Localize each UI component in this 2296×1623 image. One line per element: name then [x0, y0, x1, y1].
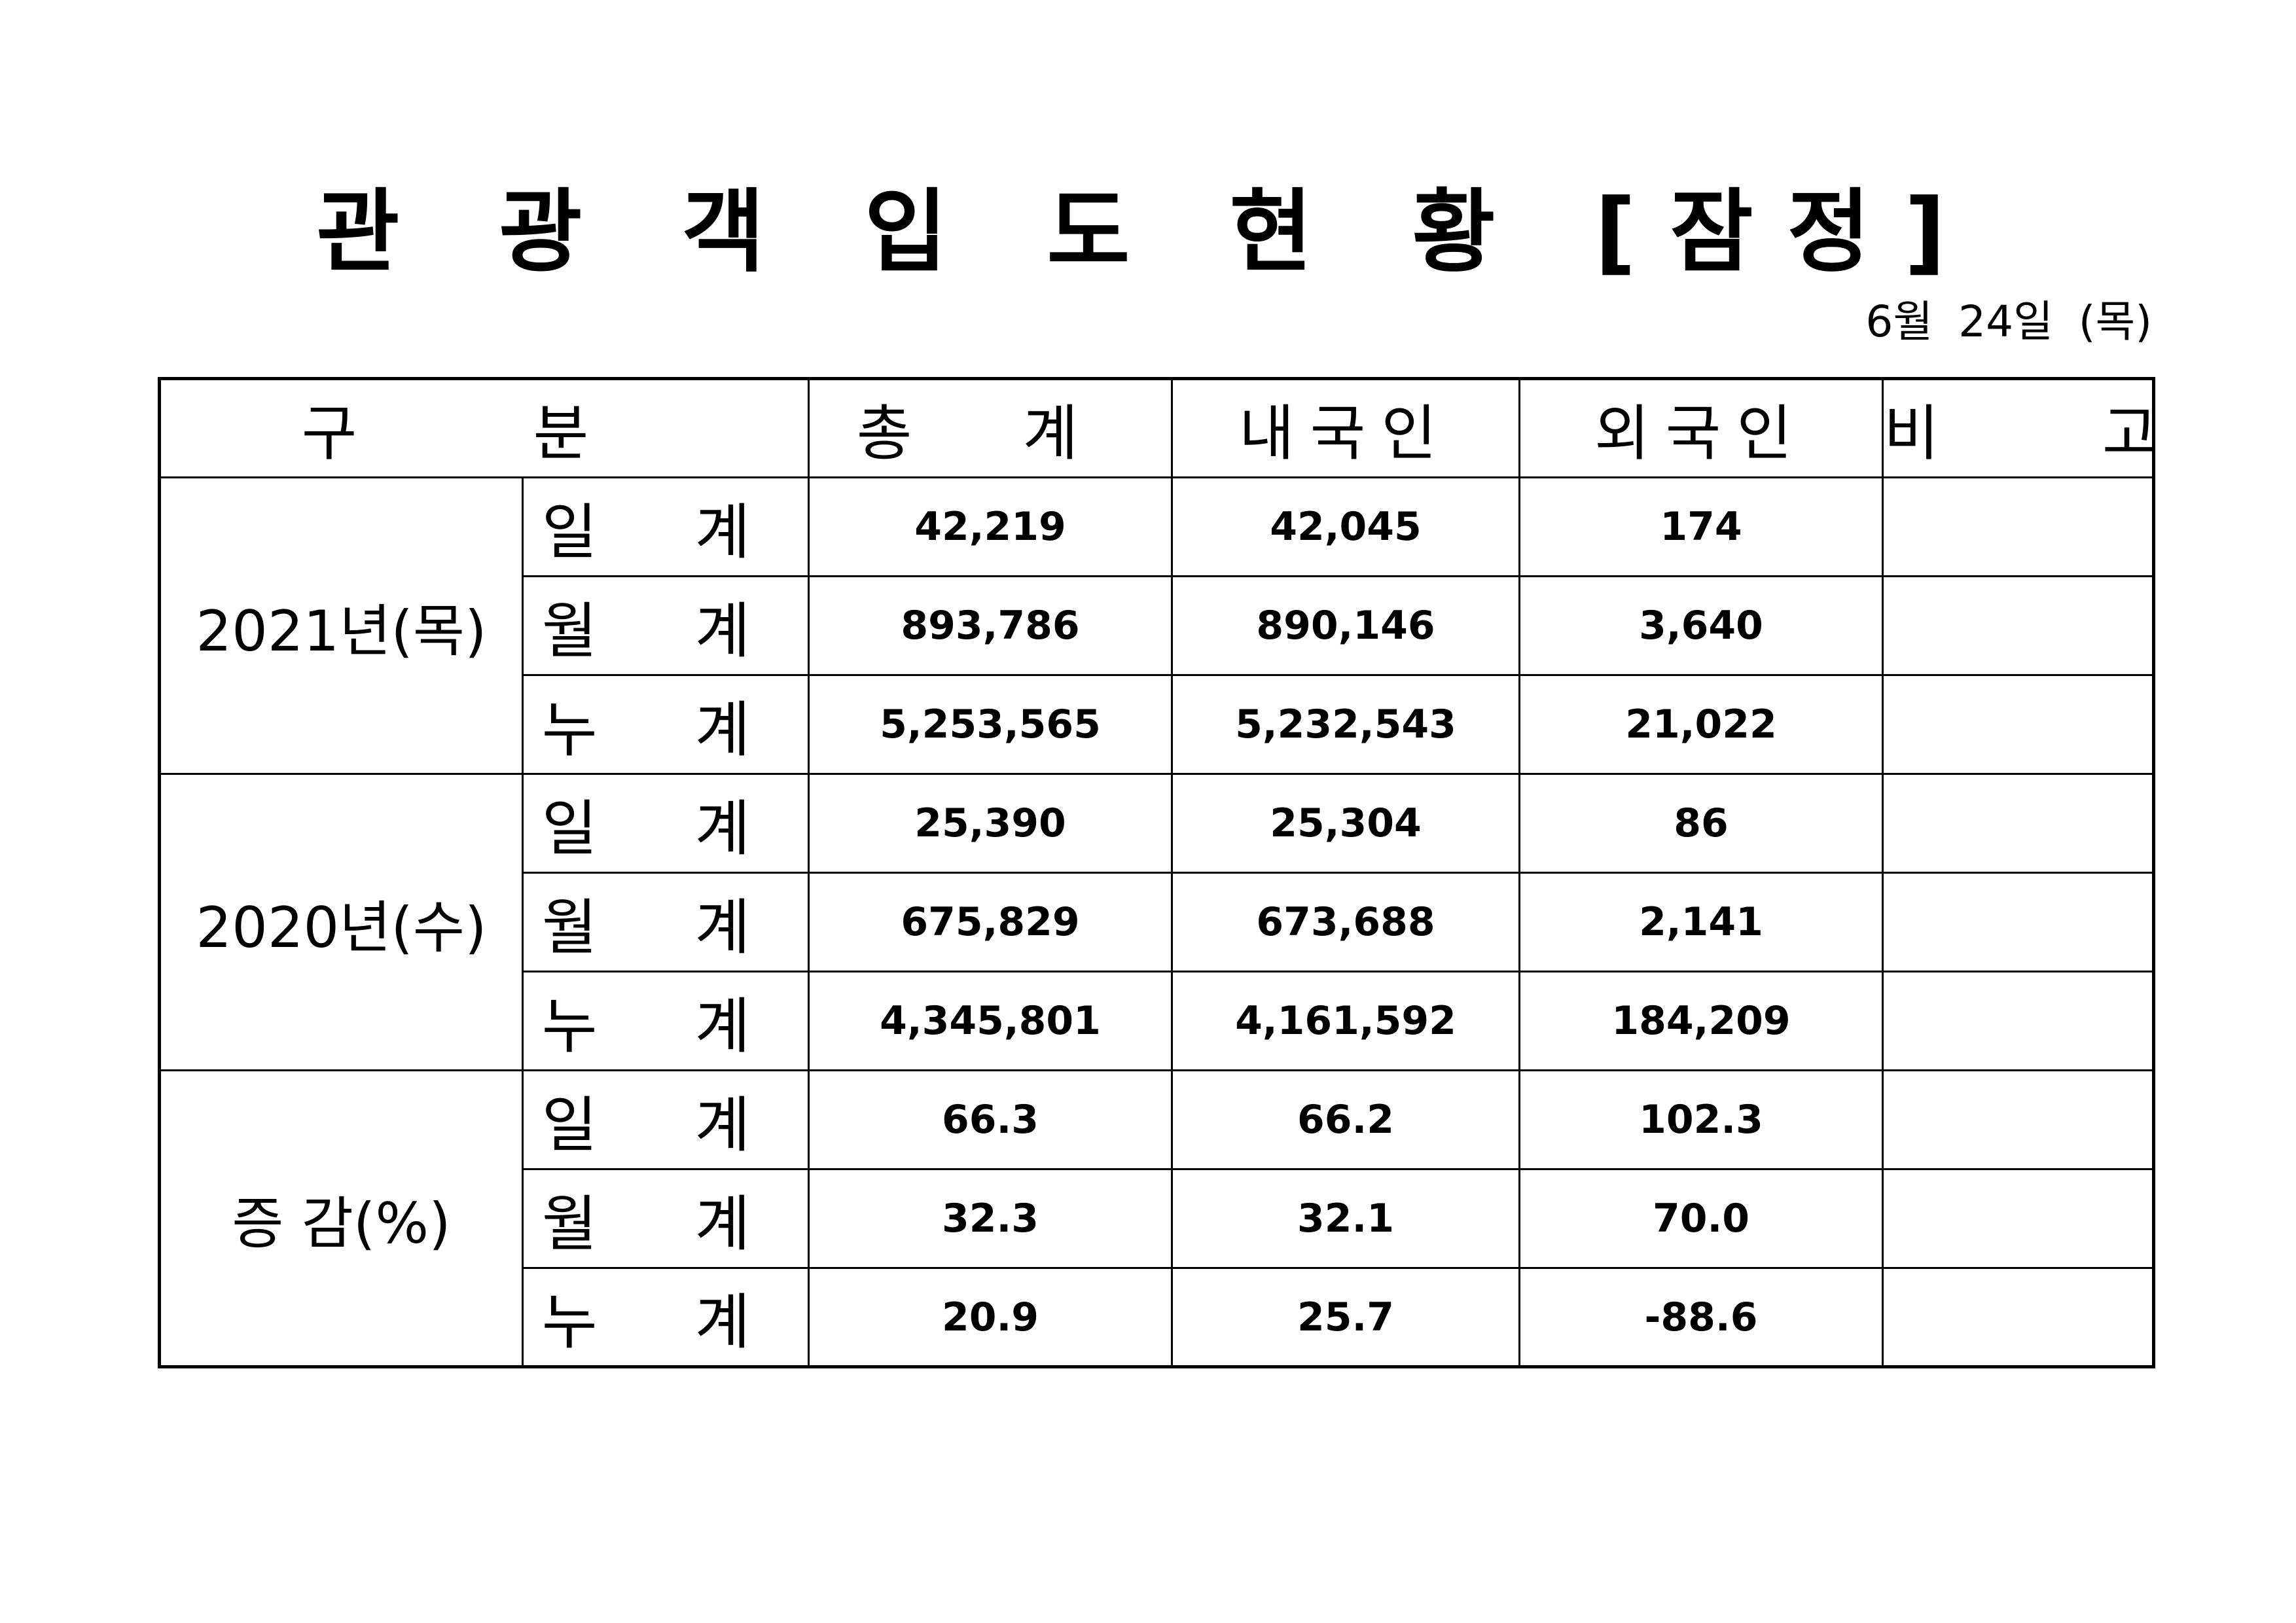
- cell-total: 5,253,565: [808, 674, 1173, 775]
- cell-total: 25,390: [808, 773, 1173, 874]
- cell-total: 893,786: [808, 575, 1173, 676]
- cell-foreign: 102.3: [1518, 1069, 1884, 1170]
- cell-domestic: 66.2: [1171, 1069, 1520, 1170]
- cell-total: 42,219: [808, 476, 1173, 577]
- group-label-2020: 2020년(수): [158, 773, 524, 1071]
- header-total: 총 계: [808, 378, 1173, 478]
- cell-domestic: 890,146: [1171, 575, 1520, 676]
- row-type: 월 계: [522, 872, 810, 972]
- table-row: 누 계 20.9 25.7 -88.6: [160, 1267, 2155, 1368]
- header-foreign: 외국인: [1518, 378, 1884, 478]
- document-title: 관 광 객 입 도 현 황 [잠정]: [316, 179, 1980, 285]
- cell-remarks: [1882, 773, 2155, 874]
- cell-foreign: 21,022: [1518, 674, 1884, 775]
- tourist-arrivals-table: 구 분 총 계 내국인 외국인 비 고 2021년(목) 일 계 42,219 …: [158, 377, 2155, 1368]
- table-row: 2020년(수) 일 계 25,390 25,304 86: [158, 773, 2155, 1071]
- table-row: 월 계 893,786 890,146 3,640: [160, 575, 2155, 676]
- table-row: 월 계 32.3 32.1 70.0: [160, 1168, 2155, 1269]
- table-row: 증 감(%) 일 계 66.3 66.2 102.3: [158, 1069, 2155, 1368]
- table-row: 누 계 5,253,565 5,232,543 21,022: [160, 674, 2155, 775]
- cell-foreign: -88.6: [1518, 1267, 1884, 1368]
- row-type: 일 계: [522, 476, 810, 577]
- row-type: 누 계: [522, 674, 810, 775]
- row-type: 월 계: [522, 1168, 810, 1269]
- cell-remarks: [1882, 1168, 2155, 1269]
- cell-remarks: [1882, 674, 2155, 775]
- cell-domestic: 25.7: [1171, 1267, 1520, 1368]
- cell-total: 66.3: [808, 1069, 1173, 1170]
- row-type: 누 계: [522, 1267, 810, 1368]
- group-label-change: 증 감(%): [158, 1069, 524, 1368]
- header-domestic: 내국인: [1171, 378, 1520, 478]
- cell-foreign: 184,209: [1518, 971, 1884, 1071]
- cell-remarks: [1882, 575, 2155, 676]
- table-row: 누 계 4,345,801 4,161,592 184,209: [160, 971, 2155, 1071]
- cell-remarks: [1882, 872, 2155, 972]
- cell-total: 675,829: [808, 872, 1173, 972]
- cell-remarks: [1882, 1069, 2155, 1170]
- cell-remarks: [1882, 971, 2155, 1071]
- cell-domestic: 32.1: [1171, 1168, 1520, 1269]
- table-row: 2021년(목) 일 계 42,219 42,045 174: [158, 476, 2155, 775]
- header-row: 구 분 총 계 내국인 외국인 비 고: [158, 378, 2155, 478]
- header-remarks: 비 고: [1882, 378, 2155, 478]
- cell-domestic: 25,304: [1171, 773, 1520, 874]
- row-type: 월 계: [522, 575, 810, 676]
- report-date: 6월 24일 (목): [1865, 296, 2152, 347]
- cell-foreign: 86: [1518, 773, 1884, 874]
- cell-domestic: 42,045: [1171, 476, 1520, 577]
- row-type: 일 계: [522, 773, 810, 874]
- cell-domestic: 4,161,592: [1171, 971, 1520, 1071]
- table-row: 월 계 675,829 673,688 2,141: [160, 872, 2155, 972]
- cell-domestic: 673,688: [1171, 872, 1520, 972]
- cell-total: 32.3: [808, 1168, 1173, 1269]
- row-type: 누 계: [522, 971, 810, 1071]
- cell-total: 4,345,801: [808, 971, 1173, 1071]
- cell-foreign: 3,640: [1518, 575, 1884, 676]
- cell-remarks: [1882, 476, 2155, 577]
- cell-domestic: 5,232,543: [1171, 674, 1520, 775]
- cell-foreign: 174: [1518, 476, 1884, 577]
- group-label-2021: 2021년(목): [158, 476, 524, 775]
- cell-remarks: [1882, 1267, 2155, 1368]
- cell-foreign: 2,141: [1518, 872, 1884, 972]
- cell-total: 20.9: [808, 1267, 1173, 1368]
- cell-foreign: 70.0: [1518, 1168, 1884, 1269]
- header-category: 구 분: [158, 378, 810, 478]
- row-type: 일 계: [522, 1069, 810, 1170]
